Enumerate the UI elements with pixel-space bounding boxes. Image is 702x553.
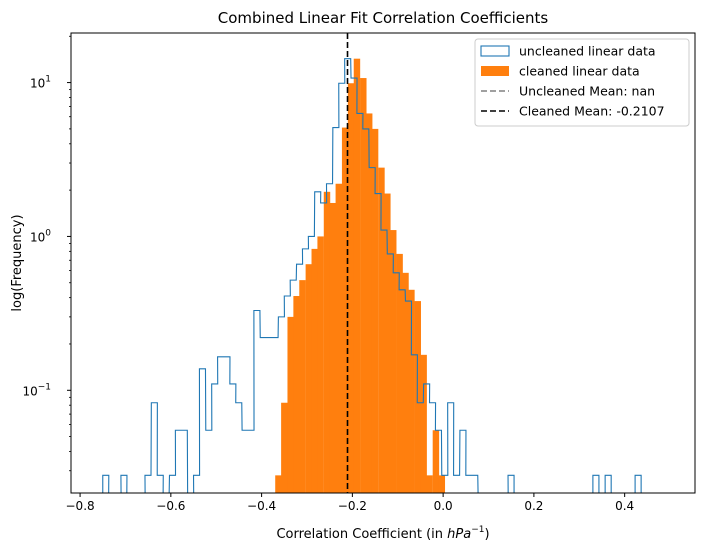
x-tick-label-1: −0.6 <box>156 499 185 513</box>
cleaned-bar-8 <box>323 191 331 493</box>
cleaned-bar-24 <box>420 354 427 493</box>
cleaned-bar-19 <box>390 230 397 493</box>
chart-title: Combined Linear Fit Correlation Coeffici… <box>218 9 549 27</box>
x-tick-label-4: 0.0 <box>434 499 453 513</box>
y-tick-label-1: 100 <box>30 228 51 244</box>
uncleaned-step-segment-0 <box>102 58 515 493</box>
cleaned-bar-6 <box>311 248 318 493</box>
cleaned-bar-10 <box>335 183 343 493</box>
cleaned-bar-14 <box>360 78 367 493</box>
x-tick-label-5: 0.2 <box>524 499 543 513</box>
cleaned-bar-15 <box>365 113 373 493</box>
cleaned-bar-26 <box>432 430 440 493</box>
cleaned-bar-20 <box>396 253 403 493</box>
legend: uncleaned linear data cleaned linear data… <box>474 38 690 127</box>
x-tick-label-6: 0.4 <box>615 499 634 513</box>
cleaned-bar-11 <box>341 127 349 493</box>
x-tick-label-3: −0.2 <box>338 499 367 513</box>
x-tick-label-0: −0.8 <box>66 499 95 513</box>
plot-frame <box>70 32 696 494</box>
x-axis: −0.8 −0.6 −0.4 −0.2 0.0 0.2 0.4 <box>66 493 634 513</box>
cleaned-bar-2 <box>287 316 294 493</box>
cleaned-bar-21 <box>402 272 409 493</box>
y-axis: 10−1 100 101 <box>22 35 71 472</box>
x-axis-label: Correlation Coefficient (in hPa−1) <box>276 525 489 542</box>
cleaned-bar-16 <box>371 128 379 493</box>
legend-label-3: Cleaned Mean: -0.2107 <box>519 104 665 119</box>
cleaned-bar-22 <box>408 289 415 493</box>
x-tick-label-2: −0.4 <box>247 499 276 513</box>
uncleaned-step-segment-2 <box>604 474 612 493</box>
cleaned-bar-27 <box>438 475 446 493</box>
legend-swatch-0 <box>480 45 510 57</box>
uncleaned-step-segment-1 <box>592 474 600 493</box>
cleaned-bar-9 <box>329 202 337 493</box>
legend-swatch-1 <box>481 66 509 76</box>
cleaned-bar-17 <box>378 167 385 493</box>
legend-label-0: uncleaned linear data <box>519 44 656 59</box>
y-tick-label-2: 101 <box>30 75 51 91</box>
plot-area <box>102 33 642 493</box>
uncleaned-step-segment-3 <box>634 474 642 493</box>
cleaned-bar-3 <box>293 296 300 493</box>
y-axis-label: log(Frequency) <box>10 214 25 311</box>
cleaned-bar-1 <box>281 402 288 493</box>
cleaned-bar-18 <box>384 193 391 493</box>
legend-box <box>474 38 690 127</box>
cleaned-bar-25 <box>426 475 433 493</box>
y-tick-label-0: 10−1 <box>22 382 51 398</box>
cleaned-bar-4 <box>299 280 306 493</box>
legend-label-1: cleaned linear data <box>519 64 640 79</box>
cleaned-bar-12 <box>347 83 355 493</box>
cleaned-bar-5 <box>305 264 313 493</box>
legend-label-2: Uncleaned Mean: nan <box>519 84 655 99</box>
cleaned-bar-0 <box>275 475 282 493</box>
cleaned-bar-7 <box>317 236 324 493</box>
cleaned-bar-13 <box>353 58 361 493</box>
